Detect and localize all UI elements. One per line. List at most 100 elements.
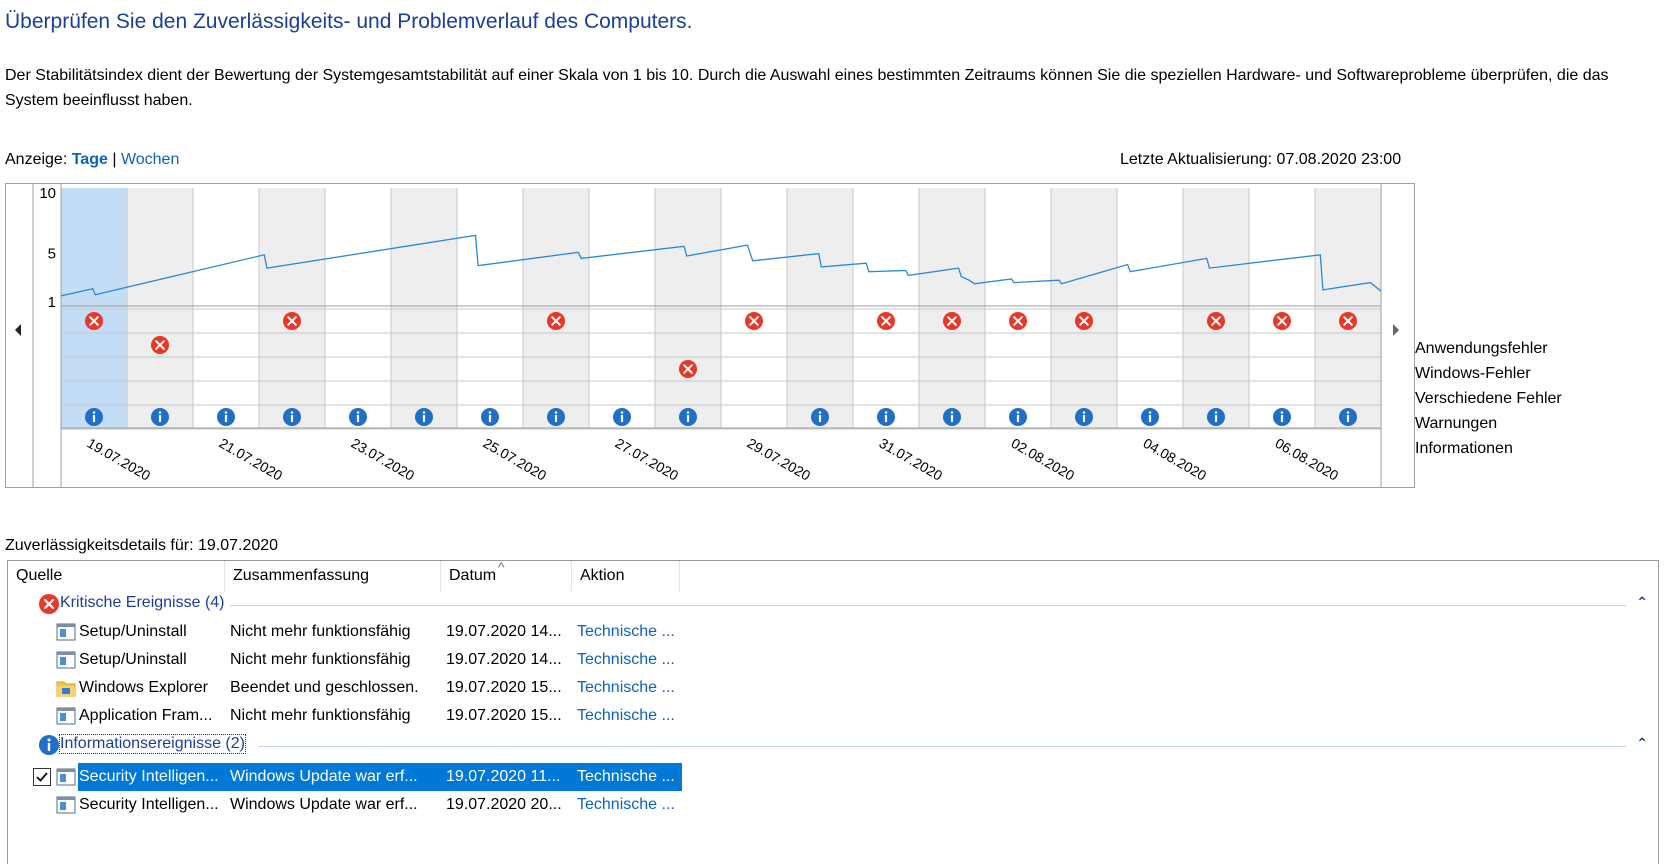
info-event-icon-dot	[686, 411, 690, 414]
day-column[interactable]	[853, 188, 919, 428]
table-row[interactable]: Security Intelligen... Windows Update wa…	[8, 791, 698, 819]
error-event-icon-cross	[1343, 316, 1353, 326]
error-event-icon-cross	[155, 340, 165, 350]
technical-details-link[interactable]: Technische ...	[577, 796, 675, 813]
group-critical-events[interactable]: Kritische Ereignisse (4) ⌃	[8, 592, 1658, 618]
day-column[interactable]	[1117, 188, 1183, 428]
info-event-icon-dot	[92, 411, 96, 414]
error-event-icon-cross	[551, 316, 561, 326]
column-header-source[interactable]: Quelle	[8, 561, 225, 591]
details-table[interactable]: Quelle Zusammenfassung Datum ^ Aktion Kr…	[7, 560, 1659, 864]
sort-ascending-icon: ^	[498, 560, 505, 575]
info-event-icon-dot	[1148, 411, 1152, 414]
group-information-events[interactable]: Informationsereignisse (2) ⌃	[8, 733, 1658, 759]
technical-details-link[interactable]: Technische ...	[577, 651, 675, 668]
info-event-icon-dot	[488, 411, 492, 414]
table-row[interactable]: Setup/Uninstall Nicht mehr funktionsfähi…	[8, 618, 698, 646]
day-column[interactable]	[1249, 188, 1315, 428]
row-checkbox[interactable]	[33, 768, 51, 786]
info-event-icon-dot	[1214, 411, 1218, 414]
group-divider	[258, 746, 1626, 747]
info-event-icon-stem	[1148, 415, 1152, 422]
technical-details-link[interactable]: Technische ...	[577, 623, 675, 640]
table-row[interactable]: Application Fram... Nicht mehr funktions…	[8, 702, 698, 730]
error-icon	[39, 594, 59, 614]
info-event-icon-stem	[224, 415, 228, 422]
cell-source: Windows Explorer	[79, 679, 208, 696]
table-row-selected[interactable]: Security Intelligen... Windows Update wa…	[8, 763, 698, 791]
info-event-icon-stem	[884, 415, 888, 422]
error-event-icon-cross	[683, 364, 693, 374]
day-column[interactable]	[589, 188, 655, 428]
cell-source: Setup/Uninstall	[79, 651, 187, 668]
day-column[interactable]	[1315, 188, 1381, 428]
cell-date: 19.07.2020 15...	[446, 679, 562, 696]
scroll-left-arrow-icon[interactable]	[15, 324, 21, 336]
technical-details-link[interactable]: Technische ...	[577, 768, 675, 785]
collapse-chevron-icon[interactable]: ⌃	[1636, 594, 1648, 610]
page-description: Der Stabilitätsindex dient der Bewertung…	[5, 67, 1609, 109]
table-header: Quelle Zusammenfassung Datum ^ Aktion	[8, 561, 1658, 591]
column-header-date[interactable]: Datum	[441, 561, 572, 591]
day-column[interactable]	[721, 188, 787, 428]
group-label-critical[interactable]: Kritische Ereignisse (4)	[60, 594, 225, 611]
info-event-icon-stem	[488, 415, 492, 422]
legend-application-errors: Anwendungsfehler	[1415, 340, 1548, 357]
selection-highlight	[78, 763, 682, 791]
day-column[interactable]	[193, 188, 259, 428]
column-header-summary[interactable]: Zusammenfassung	[225, 561, 441, 591]
table-row[interactable]: Setup/Uninstall Nicht mehr funktionsfähi…	[8, 646, 698, 674]
chart-legend: Anwendungsfehler Windows-Fehler Verschie…	[1415, 336, 1562, 461]
info-event-icon-stem	[356, 415, 360, 422]
cell-summary: Beendet und geschlossen.	[230, 679, 419, 696]
cell-summary: Windows Update war erf...	[230, 796, 418, 813]
app-window-icon	[56, 623, 76, 641]
technical-details-link[interactable]: Technische ...	[577, 707, 675, 724]
scroll-right-arrow-icon[interactable]	[1393, 324, 1399, 336]
day-column[interactable]	[325, 188, 391, 428]
day-column[interactable]	[655, 188, 721, 428]
day-column[interactable]	[259, 188, 325, 428]
info-event-icon-stem	[950, 415, 954, 422]
day-column[interactable]	[1183, 188, 1249, 428]
info-event-icon-stem	[1280, 415, 1284, 422]
technical-details-link[interactable]: Technische ...	[577, 679, 675, 696]
collapse-chevron-icon[interactable]: ⌃	[1636, 735, 1648, 751]
day-column[interactable]	[391, 188, 457, 428]
app-window-icon	[56, 768, 76, 786]
cell-date: 19.07.2020 14...	[446, 651, 562, 668]
info-event-icon-dot	[950, 411, 954, 414]
reliability-chart[interactable]: 10 5 1 19.07.2020 21.07.2020 23.07.2020 25.07.…	[5, 183, 1415, 508]
day-column[interactable]	[985, 188, 1051, 428]
view-days-link[interactable]: Tage	[71, 151, 108, 168]
info-event-icon-dot	[356, 411, 360, 414]
group-label-information[interactable]: Informationsereignisse (2)	[59, 734, 246, 754]
y-tick-label: 5	[48, 246, 56, 263]
day-column[interactable]	[919, 188, 985, 428]
info-event-icon-dot	[620, 411, 624, 414]
day-column[interactable]	[1051, 188, 1117, 428]
view-weeks-link[interactable]: Wochen	[120, 151, 180, 168]
cell-date: 19.07.2020 11...	[446, 768, 561, 785]
info-event-icon-dot	[554, 411, 558, 414]
folder-icon	[56, 681, 76, 697]
table-row[interactable]: Windows Explorer Beendet und geschlossen…	[8, 674, 698, 702]
view-switch: Anzeige: Tage | Wochen	[5, 151, 179, 169]
cell-summary: Windows Update war erf...	[230, 768, 418, 785]
day-column[interactable]	[127, 188, 193, 428]
legend-misc-errors: Verschiedene Fehler	[1415, 390, 1562, 407]
day-column[interactable]	[457, 188, 523, 428]
info-event-icon-stem	[1016, 415, 1020, 422]
page-title: Überprüfen Sie den Zuverlässigkeits- und…	[5, 10, 693, 33]
info-event-icon-dot	[1280, 411, 1284, 414]
day-column[interactable]	[523, 188, 589, 428]
info-event-icon-dot	[158, 411, 162, 414]
error-event-icon-cross	[947, 316, 957, 326]
column-header-action[interactable]: Aktion	[572, 561, 680, 591]
error-event-icon-cross	[749, 316, 759, 326]
day-column[interactable]	[787, 188, 853, 428]
legend-windows-errors: Windows-Fehler	[1415, 365, 1531, 382]
day-column[interactable]	[61, 188, 127, 428]
cell-date: 19.07.2020 14...	[446, 623, 562, 640]
